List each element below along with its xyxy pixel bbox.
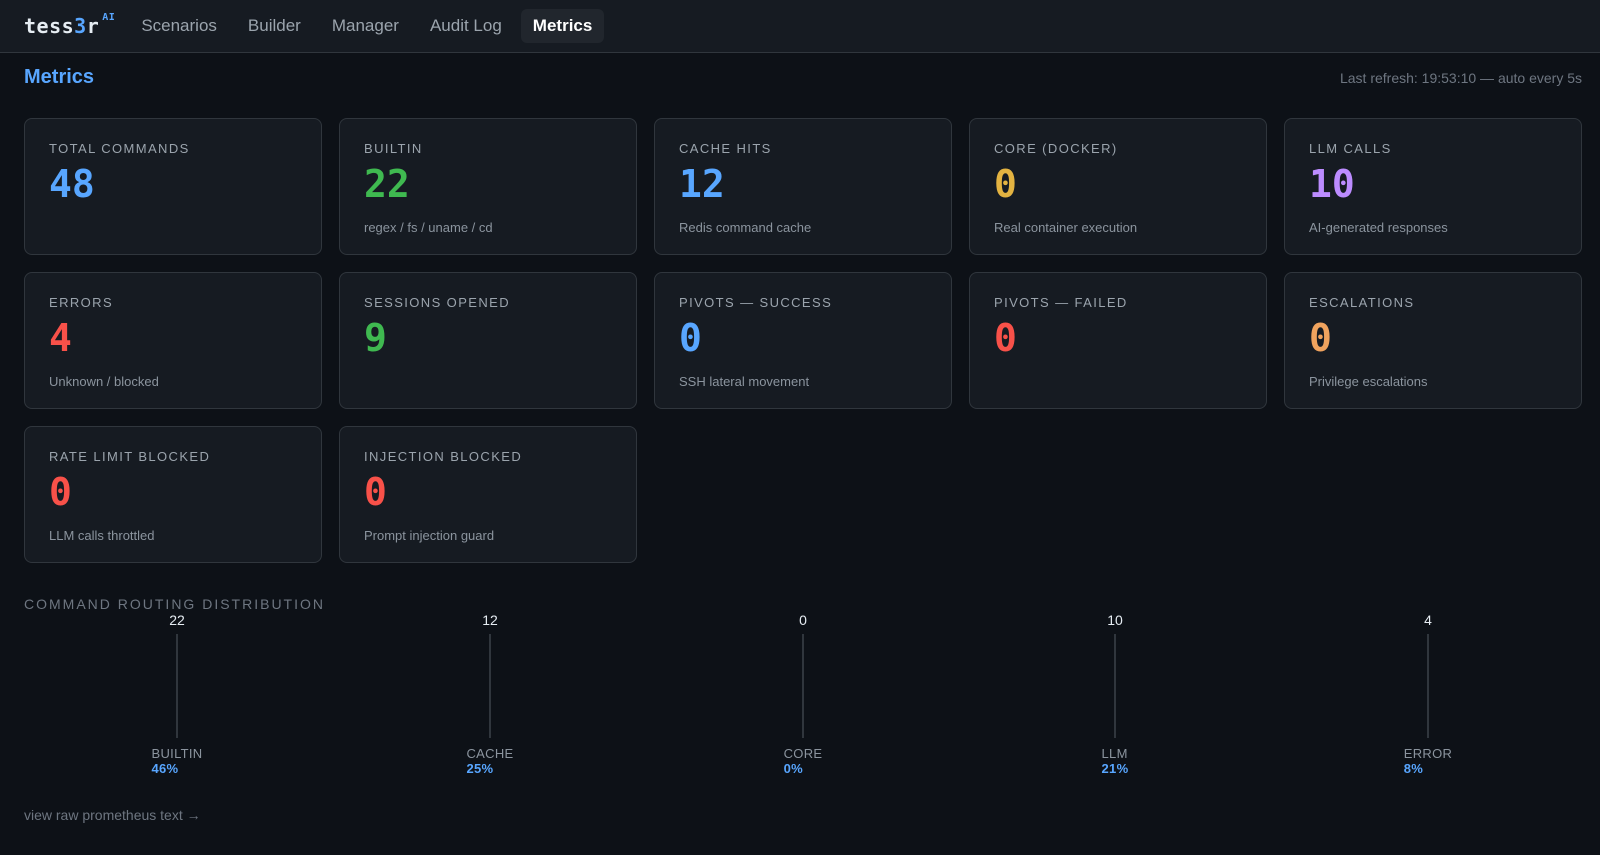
distribution-column-llm: 10 LLM 21% [1055,612,1175,778]
nav-item-builder[interactable]: Builder [247,16,301,35]
metric-card-errors: ERRORS 4 Unknown / blocked [24,272,322,409]
metric-value: 0 [994,316,1017,360]
metric-value: 0 [364,470,387,514]
distribution-percent: 46% [151,761,179,776]
distribution-bar [802,634,804,738]
metric-label: TOTAL COMMANDS [49,141,190,156]
distribution-count: 4 [1424,612,1432,628]
metric-subtitle: AI-generated responses [1309,220,1448,235]
distribution-percent: 8% [1403,761,1424,776]
distribution-category: LLM 21% [1102,746,1129,776]
metric-value: 9 [364,316,387,360]
distribution-column-error: 4 ERROR 8% [1368,612,1488,778]
metric-label: LLM CALLS [1309,141,1392,156]
metric-subtitle: LLM calls throttled [49,528,155,543]
metric-value: 0 [679,316,702,360]
distribution-label: LLM [1101,746,1128,761]
distribution-label: CORE [783,746,823,761]
distribution-bar [1427,634,1429,738]
distribution-label: ERROR [1403,746,1453,761]
distribution-count: 0 [799,612,807,628]
metric-card-cache-hits: CACHE HITS 12 Redis command cache [654,118,952,255]
metric-label: CORE (DOCKER) [994,141,1118,156]
nav-item-metrics[interactable]: Metrics [520,9,605,43]
metric-label: BUILTIN [364,141,423,156]
nav-item-manager[interactable]: Manager [331,16,399,35]
metric-label: INJECTION BLOCKED [364,449,523,464]
metric-card-pivots-failed: PIVOTS — FAILED 0 [969,272,1267,409]
metric-label: ESCALATIONS [1309,295,1415,310]
distribution-label: CACHE [466,746,514,761]
metric-value: 0 [994,162,1017,206]
distribution-category: ERROR 8% [1404,746,1452,776]
distribution-percent: 0% [783,761,803,776]
metric-label: RATE LIMIT BLOCKED [49,449,211,464]
distribution-column-cache: 12 CACHE 25% [430,612,550,778]
metrics-cards-grid: TOTAL COMMANDS 48 BUILTIN 22 regex / fs … [24,118,1582,563]
distribution-category: BUILTIN 46% [152,746,203,776]
metric-subtitle: regex / fs / uname / cd [364,220,493,235]
metric-card-llm-calls: LLM CALLS 10 AI-generated responses [1284,118,1582,255]
metric-card-sessions-opened: SESSIONS OPENED 9 [339,272,637,409]
nav-item-scenarios[interactable]: Scenarios [141,16,217,35]
metric-label: CACHE HITS [679,141,772,156]
nav-item-audit-log[interactable]: Audit Log [429,16,502,35]
metric-card-rate-limit-blocked: RATE LIMIT BLOCKED 0 LLM calls throttled [24,426,322,563]
logo-text-end: r [86,14,100,38]
distribution-bar [1114,634,1116,738]
last-refresh-text: Last refresh: 19:53:10 — auto every 5s [1339,69,1582,86]
distribution-count: 10 [1107,612,1123,628]
metric-label: SESSIONS OPENED [364,295,510,310]
view-raw-prometheus-link[interactable]: view raw prometheus text → [24,807,201,823]
metric-label: ERRORS [49,295,114,310]
distribution-title: COMMAND ROUTING DISTRIBUTION [24,596,325,612]
metric-card-pivots-success: PIVOTS — SUCCESS 0 SSH lateral movement [654,272,952,409]
metric-value: 10 [1309,162,1355,206]
distribution-column-core: 0 CORE 0% [743,612,863,778]
metric-card-builtin: BUILTIN 22 regex / fs / uname / cd [339,118,637,255]
distribution-label: BUILTIN [151,746,203,761]
logo-text-start: tess [24,14,75,38]
metric-card-injection-blocked: INJECTION BLOCKED 0 Prompt injection gua… [339,426,637,563]
metric-label: PIVOTS — FAILED [994,295,1128,310]
distribution-category: CORE 0% [784,746,823,776]
metric-subtitle: Unknown / blocked [49,374,159,389]
logo-text-three: 3 [74,14,87,38]
distribution-column-builtin: 22 BUILTIN 46% [117,612,237,778]
distribution-category: CACHE 25% [466,746,513,776]
page-title: Metrics [24,66,95,88]
metric-subtitle: Prompt injection guard [364,528,495,543]
page-header: Metrics Last refresh: 19:53:10 — auto ev… [24,66,1582,89]
metric-value: 22 [364,162,410,206]
metric-card-total-commands: TOTAL COMMANDS 48 [24,118,322,255]
metric-subtitle: Privilege escalations [1309,374,1428,389]
metric-card-escalations: ESCALATIONS 0 Privilege escalations [1284,272,1582,409]
logo-ai-badge: AI [102,12,116,23]
distribution-bar [176,634,178,738]
metric-value: 12 [679,162,725,206]
metric-subtitle: Real container execution [994,220,1138,235]
distribution-count: 12 [482,612,498,628]
app-logo[interactable]: tess 3 r AI [24,12,116,38]
distribution-bar [489,634,491,738]
metric-value: 4 [49,316,72,360]
metric-card-core-docker: CORE (DOCKER) 0 Real container execution [969,118,1267,255]
metric-subtitle: Redis command cache [679,220,812,235]
top-nav: tess 3 r AI Scenarios Builder Manager Audit… [0,0,1600,53]
routing-distribution: 22 BUILTIN 46% 12 CACHE 25% 0 CORE 0% 10… [24,612,1583,782]
metric-label: PIVOTS — SUCCESS [679,295,833,310]
metric-value: 0 [1309,316,1332,360]
distribution-percent: 25% [466,761,494,776]
distribution-count: 22 [169,612,185,628]
distribution-percent: 21% [1101,761,1129,776]
metric-subtitle: SSH lateral movement [679,374,810,389]
metric-value: 48 [49,162,95,206]
metric-value: 0 [49,470,72,514]
